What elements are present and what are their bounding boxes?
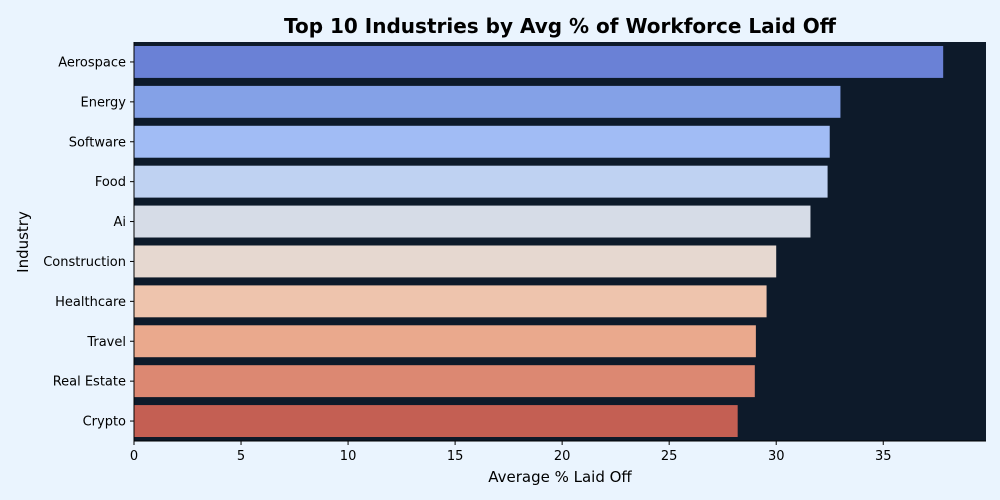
x-axis-label: Average % Laid Off: [488, 468, 632, 486]
y-tick-label: Ai: [113, 215, 126, 230]
y-tick-labels: Aerospace Energy Software Food Ai Constructio…: [43, 55, 134, 430]
bar-aerospace: [134, 45, 944, 78]
x-tick-label: 20: [554, 449, 571, 464]
bar-healthcare: [134, 285, 767, 318]
y-tick-label: Construction: [43, 255, 126, 270]
y-tick-label: Healthcare: [55, 295, 126, 310]
y-tick-label: Aerospace: [58, 55, 126, 70]
bar-food: [134, 165, 828, 198]
x-tick-label: 30: [768, 449, 785, 464]
bar-software: [134, 125, 830, 158]
y-tick-label: Real Estate: [53, 375, 126, 390]
x-tick-label: 0: [130, 449, 138, 464]
bar-travel: [134, 325, 756, 358]
chart-title: Top 10 Industries by Avg % of Workforce …: [284, 14, 837, 38]
x-tick-label: 15: [447, 449, 464, 464]
y-tick-label: Food: [95, 175, 126, 190]
x-tick-label: 5: [237, 449, 245, 464]
bar-energy: [134, 85, 841, 118]
x-tick-label: 10: [340, 449, 357, 464]
y-tick-label: Travel: [86, 335, 126, 350]
bar-crypto: [134, 405, 738, 438]
bar-ai: [134, 205, 811, 238]
y-axis-label: Industry: [14, 211, 32, 273]
bars-group: [134, 45, 944, 438]
bar-construction: [134, 245, 777, 278]
y-tick-label: Software: [69, 135, 126, 150]
x-tick-label: 25: [661, 449, 678, 464]
x-tick-label: 35: [875, 449, 892, 464]
y-tick-label: Crypto: [83, 415, 126, 430]
x-axis-ticks: 0 5 10 15 20 25 30 35: [130, 441, 892, 464]
bar-real-estate: [134, 365, 755, 398]
y-tick-label: Energy: [80, 95, 126, 110]
